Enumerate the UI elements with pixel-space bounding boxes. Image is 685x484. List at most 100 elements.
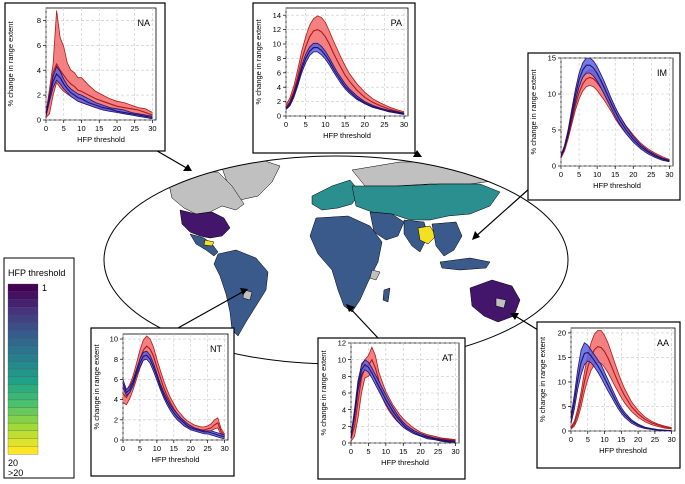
blue-band [561, 58, 670, 162]
y-tick-label: 8 [114, 355, 118, 364]
legend-swatch [7, 407, 39, 416]
y-tick-label: 10 [273, 40, 281, 49]
y-tick-label: 6 [342, 389, 346, 398]
blue-upper-line [46, 65, 153, 117]
y-tick-label: 0 [342, 439, 346, 448]
x-tick-label: 15 [341, 120, 349, 129]
legend-swatch [7, 307, 39, 316]
x-tick-label: 0 [349, 447, 353, 456]
red-band [351, 347, 456, 442]
legend-swatch [7, 299, 39, 308]
chart-panel-at: 0 5 10 15 20 25 30 0 2 4 6 8 10 12 HFP threshold % chan… [317, 337, 466, 480]
blue-band [46, 66, 153, 119]
x-axis-label: HFP threshold [381, 458, 429, 467]
x-tick-label: 30 [665, 170, 673, 179]
region-label: AA [657, 338, 669, 348]
series-group [351, 346, 456, 443]
y-tick-label: 0 [277, 112, 281, 121]
red-mean-line [571, 345, 672, 429]
x-tick-label: 5 [577, 170, 581, 179]
red-band [571, 330, 672, 429]
blue-mean-line [123, 354, 225, 438]
x-tick-label: 15 [617, 435, 625, 444]
y-tick-label: 12 [338, 339, 346, 348]
x-tick-label: 20 [187, 444, 195, 453]
legend-swatch [7, 361, 39, 370]
land-africa-patch [369, 269, 381, 281]
red-band [123, 336, 225, 438]
legend-swatch [7, 330, 39, 339]
y-axis-label: % change in range extent [6, 21, 15, 107]
y-tick-label: 15 [548, 54, 556, 63]
y-tick-label: 8 [342, 372, 346, 381]
x-tick-label: 0 [569, 435, 573, 444]
x-tick-label: 15 [611, 170, 619, 179]
y-tick-label: 10 [558, 378, 566, 387]
x-tick-label: 0 [559, 170, 563, 179]
legend-swatch [7, 415, 39, 424]
y-tick-label: 12 [273, 25, 281, 34]
leader-aa-head [510, 313, 519, 320]
leader-at-head [346, 304, 355, 312]
y-axis-label: % change in range extent [529, 69, 538, 155]
y-axis-label: % change in range extent [92, 344, 101, 430]
y-axis-label: % change in range extent [538, 336, 547, 422]
y-tick-label: 2 [37, 91, 41, 100]
blue-upper-line [123, 350, 225, 436]
chart-panel-aa: 0 5 10 15 20 25 30 0 5 10 15 20 HFP threshold % chang… [536, 321, 681, 469]
x-tick-label: 25 [651, 435, 659, 444]
x-tick-label: 5 [586, 435, 590, 444]
x-tick-label: 0 [44, 124, 48, 133]
legend-swatch [7, 399, 39, 409]
x-tick-label: 15 [399, 447, 407, 456]
red-lower-line [571, 361, 672, 430]
x-tick-label: 20 [113, 124, 121, 133]
x-tick-label: 30 [667, 435, 675, 444]
blue-upper-line [351, 359, 456, 442]
x-tick-label: 5 [304, 120, 308, 129]
y-tick-label: 2 [277, 97, 281, 106]
land-caribbean-yellow [203, 239, 215, 247]
series-group [286, 15, 405, 115]
legend-swatch [7, 322, 39, 331]
y-tick-label: 6 [37, 41, 41, 50]
y-tick-label: 4 [37, 66, 41, 75]
series-group [571, 330, 672, 431]
leader-pa-head [413, 150, 422, 157]
chart-panel-pa: 0 5 10 15 20 25 30 0 2 4 6 8 10 12 14 HFP threshold % ch… [252, 2, 416, 154]
leader-at [347, 305, 379, 339]
land-europe [311, 179, 361, 211]
x-tick-label: 10 [593, 170, 601, 179]
x-axis-label: HFP threshold [593, 181, 641, 190]
legend-swatch [7, 314, 39, 324]
x-tick-label: 25 [647, 170, 655, 179]
x-tick-label: 5 [138, 444, 142, 453]
y-tick-label: 10 [338, 355, 346, 364]
red-mean-line [46, 62, 153, 116]
region-label: AT [442, 353, 453, 363]
y-tick-label: 6 [114, 375, 118, 384]
leader-im-head [472, 231, 480, 240]
x-tick-label: 25 [131, 124, 139, 133]
legend-label-20: 20 [8, 458, 18, 468]
x-tick-label: 0 [284, 120, 288, 129]
blue-mean-line [46, 73, 153, 119]
x-tick-label: 20 [634, 435, 642, 444]
legend: HFP threshold 1 20 >20 [3, 257, 75, 479]
series-group [46, 10, 153, 120]
y-tick-label: 0 [552, 162, 556, 171]
x-tick-label: 10 [153, 444, 161, 453]
legend-swatch [7, 446, 39, 455]
land-madagascar [382, 287, 391, 303]
x-tick-label: 30 [400, 120, 408, 129]
series-group [561, 58, 670, 163]
blue-mean-line [286, 47, 405, 115]
blue-mean-line [351, 363, 456, 443]
y-tick-label: 4 [342, 405, 346, 414]
x-tick-label: 20 [361, 120, 369, 129]
x-tick-label: 20 [629, 170, 637, 179]
region-label: IM [657, 68, 667, 78]
x-tick-label: 25 [204, 444, 212, 453]
region-label: NT [210, 344, 222, 354]
